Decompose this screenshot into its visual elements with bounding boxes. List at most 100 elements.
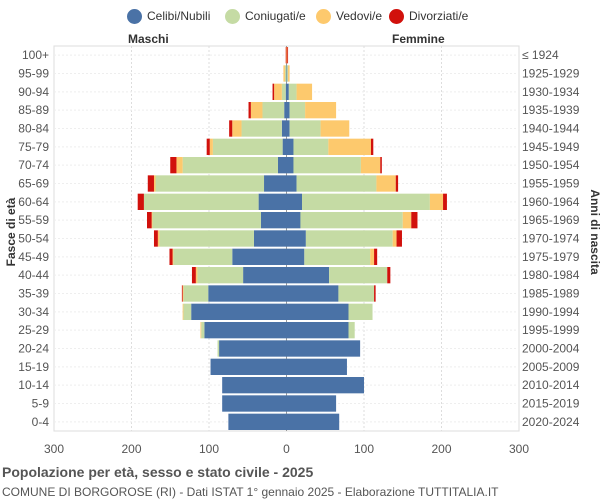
bar-male-3 [283, 65, 285, 82]
age-group-label: 10-14 [18, 378, 49, 392]
birth-year-label: 2010-2014 [522, 378, 580, 392]
legend-item-coniugati[interactable]: Coniugati/e [225, 6, 306, 26]
bar-male-1 [222, 377, 287, 394]
bar-female-3 [288, 65, 290, 82]
bar-male-2 [281, 83, 286, 100]
bar-male-1 [284, 102, 287, 119]
bar-male-2 [159, 230, 254, 247]
legend-item-celibi[interactable]: Celibi/Nubili [127, 6, 210, 26]
birth-year-label: 1950-1954 [522, 158, 580, 172]
age-group-label: 95-99 [18, 67, 49, 81]
bar-female-2 [289, 120, 321, 137]
age-group-label: 100+ [22, 48, 49, 62]
birth-year-label: 1945-1949 [522, 140, 580, 154]
bar-female-2 [304, 248, 371, 265]
age-group-label: 30-34 [18, 305, 49, 319]
bar-female-4 [287, 47, 289, 64]
x-tick-label: 200 [121, 442, 141, 456]
bar-male-1 [243, 267, 287, 284]
bar-female-1 [286, 303, 349, 320]
age-group-label: 5-9 [32, 397, 50, 411]
bar-male-4 [191, 267, 196, 284]
bar-male-3 [157, 230, 160, 247]
birth-year-label: 1925-1929 [522, 67, 580, 81]
bar-male-3 [182, 285, 184, 302]
legend-item-vedovi[interactable]: Vedovi/e [316, 6, 382, 26]
legend-label: Divorziati/e [409, 9, 469, 23]
bar-male-4 [229, 120, 233, 137]
bar-male-4 [206, 138, 210, 155]
age-group-label: 75-79 [18, 140, 49, 154]
bar-male-4 [169, 248, 173, 265]
birth-year-label: 1965-1969 [522, 213, 580, 227]
bar-female-4 [380, 157, 382, 174]
bar-male-2 [182, 157, 278, 174]
bar-female-2 [348, 322, 355, 339]
bar-male-1 [258, 193, 287, 210]
age-group-label: 40-44 [18, 268, 49, 282]
age-group-label: 55-59 [18, 213, 49, 227]
bar-female-2 [338, 285, 375, 302]
age-group-label: 0-4 [32, 415, 50, 429]
birth-year-label: 1995-1999 [522, 323, 580, 337]
bar-male-1 [204, 322, 287, 339]
bar-male-2 [183, 285, 209, 302]
bar-male-4 [147, 175, 154, 192]
legend-item-divorziati[interactable]: Divorziati/e [389, 6, 468, 26]
x-tick-label: 200 [431, 442, 451, 456]
bar-male-2 [284, 65, 287, 82]
bar-male-4 [153, 230, 158, 247]
birth-year-label: 1935-1939 [522, 103, 580, 117]
age-group-label: 25-29 [18, 323, 49, 337]
birth-year-label: 2020-2024 [522, 415, 580, 429]
age-group-label: 35-39 [18, 287, 49, 301]
age-group-label: 80-84 [18, 122, 49, 136]
bar-female-2 [293, 138, 329, 155]
birth-year-label: 1975-1979 [522, 250, 580, 264]
chart-source: COMUNE DI BORGOROSE (RI) - Dati ISTAT 1°… [2, 485, 499, 499]
bar-male-1 [282, 138, 287, 155]
bar-female-4 [374, 248, 378, 265]
bar-male-3 [250, 102, 263, 119]
bar-male-4 [170, 157, 177, 174]
bar-female-3 [360, 157, 381, 174]
bar-male-3 [182, 303, 184, 320]
x-tick-label: 300 [44, 442, 64, 456]
bar-female-3 [305, 102, 337, 119]
bar-male-1 [228, 413, 287, 430]
bar-male-1 [191, 303, 287, 320]
females-label: Femmine [392, 32, 445, 46]
bar-male-1 [222, 395, 287, 412]
bar-female-2 [296, 175, 377, 192]
age-group-label: 70-74 [18, 158, 49, 172]
bar-female-2 [348, 303, 373, 320]
bar-female-1 [286, 358, 347, 375]
age-group-label: 60-64 [18, 195, 49, 209]
bar-female-4 [396, 230, 402, 247]
bar-female-1 [286, 230, 306, 247]
bar-female-2 [329, 267, 388, 284]
bar-female-3 [370, 248, 375, 265]
bar-female-2 [302, 193, 430, 210]
x-tick-label: 0 [283, 442, 290, 456]
bar-male-1 [253, 230, 287, 247]
bar-female-2 [305, 230, 393, 247]
bar-female-2 [288, 83, 297, 100]
bar-male-4 [272, 83, 275, 100]
bar-female-1 [286, 322, 349, 339]
bar-female-2 [300, 212, 403, 229]
birth-year-label: 2005-2009 [522, 360, 580, 374]
bar-male-2 [217, 340, 220, 357]
x-tick-label: 100 [199, 442, 219, 456]
bar-female-4 [370, 138, 374, 155]
birth-year-label: 1985-1989 [522, 287, 580, 301]
chart-title: Popolazione per età, sesso e stato civil… [2, 464, 314, 480]
bar-male-1 [281, 120, 287, 137]
bar-male-3 [209, 138, 213, 155]
birth-year-label: 2015-2019 [522, 397, 580, 411]
bar-male-3 [200, 322, 202, 339]
bar-male-4 [181, 285, 183, 302]
bar-female-1 [286, 193, 302, 210]
bar-male-1 [210, 358, 287, 375]
